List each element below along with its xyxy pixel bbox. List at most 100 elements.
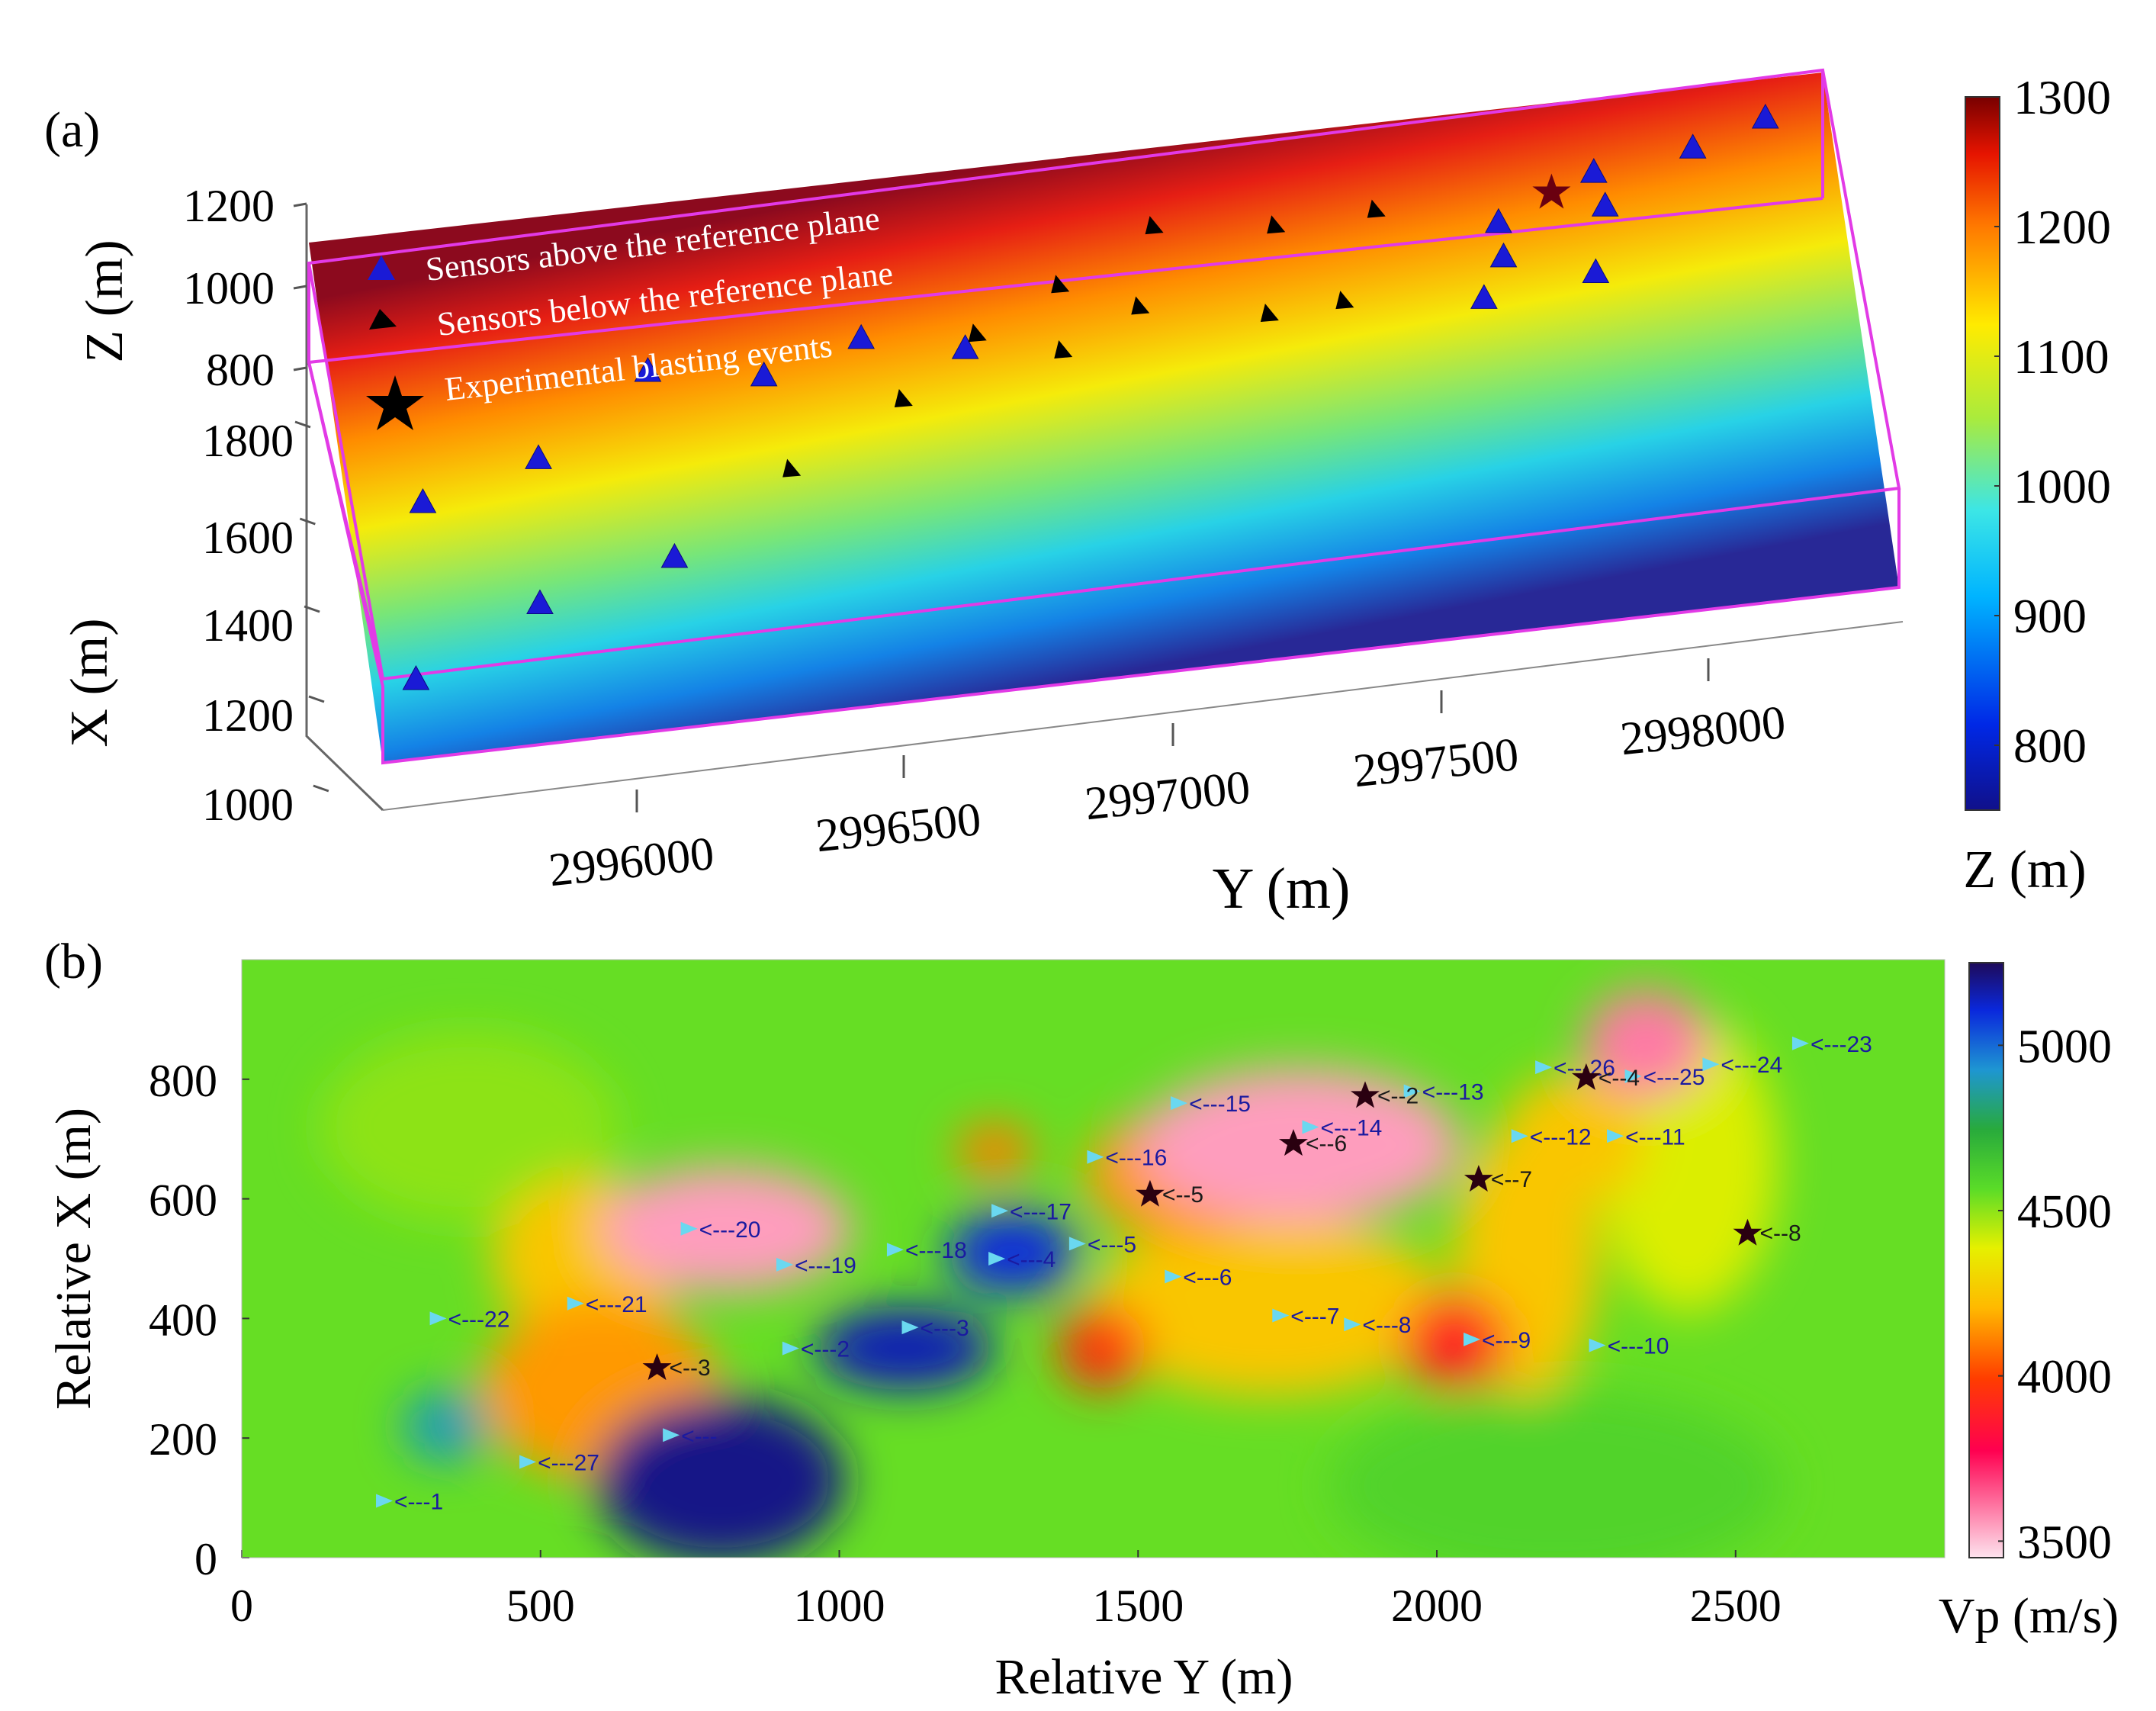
sensor-marker [1624,1069,1642,1083]
heatmap-ytick-label: 800 [149,1056,217,1106]
y-tick-label: 2997000 [1082,761,1252,830]
event-marker [1464,1165,1493,1192]
colorbar-b-tick-label: 4000 [2017,1352,2112,1404]
event-label: <--5 [1162,1182,1203,1208]
velocity-anomaly [1582,989,1709,1098]
colorbar-a-title: Z (m) [1963,841,2086,899]
velocity-anomaly [1057,1306,1148,1391]
sensor-label: <---7 [1290,1304,1339,1329]
colorbar-b-title: Vp (m/s) [1939,1588,2119,1644]
box-frame-back [305,204,384,812]
colorbar-b-tick-label: 4500 [2017,1186,2112,1238]
heatmap-xtick-label: 2500 [1690,1581,1782,1631]
sensor-label: <--- [681,1423,718,1449]
y-tick-label: 2997500 [1351,728,1521,797]
sensor-marker [1302,1120,1319,1134]
sensor-above-marker [660,542,689,568]
heatmap-ylabel: Relative X (m) [46,1108,101,1410]
sensor-label: <---6 [1183,1266,1232,1291]
heatmap-xlabel: Relative Y (m) [995,1649,1293,1705]
colorbar-b-ticks: 3500 4000 4500 5000 [1998,1021,2112,1568]
sensor-label: <---12 [1530,1124,1592,1150]
sensor-above-marker [847,323,876,349]
sensor-marker [1791,1036,1809,1050]
sensor-marker [901,1320,919,1335]
sensor-above-marker [1582,258,1610,284]
sensor-marker [519,1455,537,1469]
sensor-label: <---23 [1811,1032,1872,1057]
sensor-above-marker [750,361,778,387]
colorbar-a [1965,96,2000,811]
sensor-label: <---25 [1644,1065,1705,1090]
x-tick-label: 1400 [202,600,294,651]
magenta-box [307,68,1901,765]
sensor-above-marker [1751,103,1779,129]
event-label: <--8 [1759,1221,1801,1246]
colorbar-a-tick-label: 1300 [2013,70,2111,124]
sensor-marker [1589,1338,1606,1352]
sensor-marker [1087,1150,1104,1164]
box-frame-floor [382,621,1904,811]
sensor-below-marker [782,458,802,478]
heatmap-xtick-label: 0 [230,1581,253,1631]
sensor-marker [376,1494,394,1508]
sensor-below-marker [1051,275,1070,294]
sensor-marker [991,1204,1009,1218]
panel-b: (b) <---1<---27<---22<---21<---20<---19<… [44,934,2119,1705]
legend-marker-above [368,256,395,280]
velocity-anomaly [1329,1390,1784,1558]
event-marker [1733,1218,1762,1246]
sensor-marker [1702,1057,1720,1072]
velocity-anomaly [600,1166,852,1292]
sensor-marker [680,1221,698,1236]
panel-a: (a) 800 1000 1200 1000 1200 1400 1600 1800 29960… [44,68,2111,921]
markers-b: <---1 <---27 <---22 <---21 <---20 <---19 <---1… [376,1032,1872,1515]
sensor-marker [1464,1332,1481,1346]
sensor-marker [782,1341,799,1356]
z-tick-mark [293,202,307,207]
sensor-label: <---13 [1422,1079,1484,1105]
sensor-marker [663,1428,680,1442]
sensor-marker [1272,1308,1290,1323]
heatmap-frame [241,959,1946,1558]
sensor-label: <---15 [1189,1092,1251,1117]
sensor-label: <---10 [1608,1334,1669,1359]
sensor-marker [1344,1317,1361,1332]
sensor-marker [1171,1096,1188,1111]
colorbar-a-tick-label: 900 [2013,589,2087,643]
axes-b: 0 500 1000 1500 2000 2500 0 200 400 600 800 [149,959,1946,1631]
colorbar-b-tick-label: 3500 [2017,1516,2112,1568]
sensor-label: <---14 [1320,1116,1382,1141]
y-tick-label: 2998000 [1618,696,1788,765]
event-label: <--4 [1599,1066,1640,1091]
sensor-marker [988,1252,1006,1266]
colorbar-a-tick-label: 1200 [2013,200,2111,254]
y-tick-label: 2996500 [813,793,983,862]
x-tick-label: 1800 [202,416,294,466]
y-axis-title: Y (m) [1213,857,1351,921]
sensor-label: <---22 [448,1307,510,1332]
y-tick-label: 2996000 [546,828,716,896]
axes-a: 800 1000 1200 1000 1200 1400 1600 1800 2996000 29… [183,181,1788,896]
sensor-label: <---16 [1105,1146,1167,1171]
velocity-anomaly [319,1031,619,1223]
sensor-above-marker [1591,191,1619,217]
sensor-label: <---3 [921,1316,969,1341]
sensor-label: <---9 [1482,1328,1531,1353]
sensor-below-marker [1267,215,1286,234]
heatmap-xtick-label: 1500 [1092,1581,1184,1631]
x-tick-label: 1200 [202,690,294,741]
x-tick-mark [304,605,320,613]
event-marker [1278,1129,1308,1156]
x-tick-mark [299,517,316,526]
event-marker [1135,1179,1165,1207]
sensor-label: <---1 [394,1490,443,1515]
heatmap-ytick-label: 400 [149,1295,217,1345]
z-tick-label: 1000 [183,263,275,314]
colorbar-b [1968,962,2004,1558]
velocity-anomaly [1090,1217,1449,1397]
sensor-label: <---27 [538,1451,599,1476]
sensor-marker [1068,1237,1086,1251]
velocity-anomaly [1401,1295,1509,1391]
z-tick-label: 1200 [183,181,275,231]
